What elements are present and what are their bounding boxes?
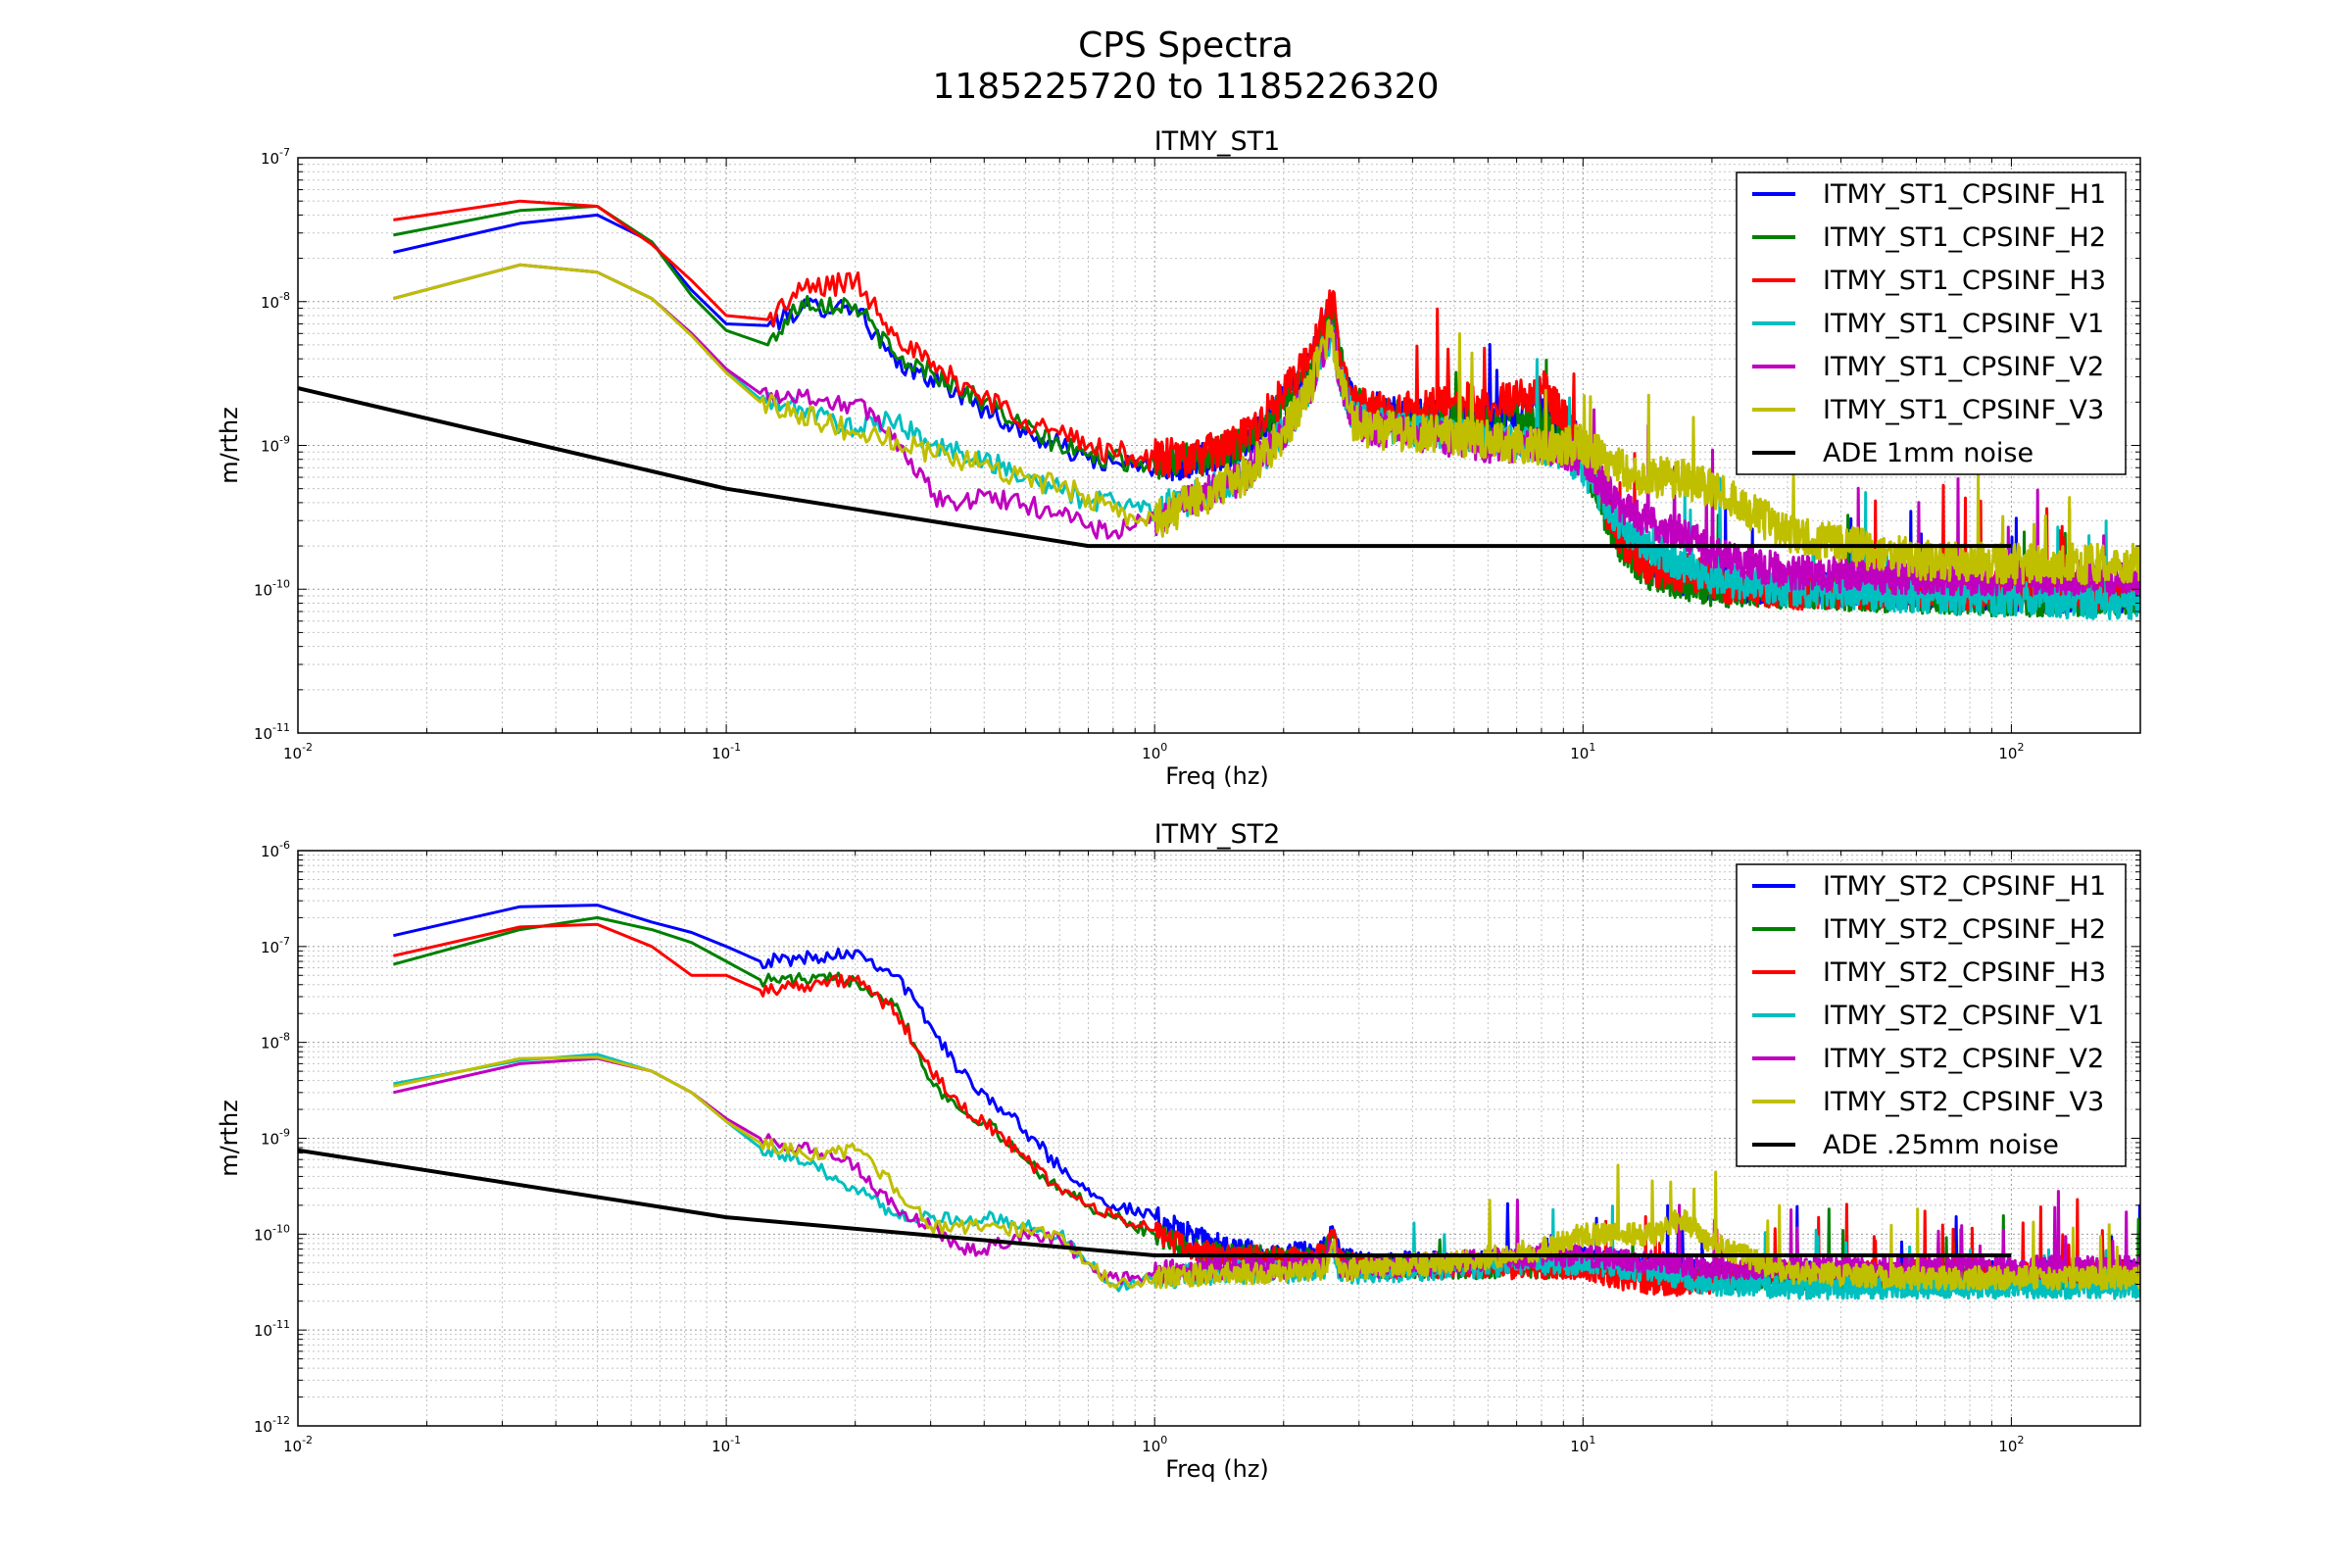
figure-title-line1: CPS Spectra: [1078, 25, 1294, 66]
y-tick-label: 10-10: [254, 577, 290, 599]
legend-label-itmy-st1-cpsinf-v1: ITMY_ST1_CPSINF_V1: [1823, 309, 2104, 339]
legend-box: [1736, 863, 2127, 1167]
y-tick-label: 10-12: [254, 1414, 290, 1436]
x-axis-label: Freq (hz): [1165, 1455, 1269, 1483]
x-tick-label: 102: [1998, 741, 2024, 762]
legend-label-itmy-st2-cpsinf-v1: ITMY_ST2_CPSINF_V1: [1823, 1001, 2104, 1031]
legend-label-ade-1mm-noise: ADE 1mm noise: [1823, 438, 2034, 468]
y-tick-label: 10-7: [261, 146, 290, 168]
ticks: [297, 850, 2141, 1427]
series-line-itmy-st1-cpsinf-v2: [393, 263, 2140, 597]
y-tick-label: 10-8: [261, 1031, 290, 1053]
x-tick-label: 10-2: [283, 1434, 313, 1455]
legend-label-itmy-st1-cpsinf-v2: ITMY_ST1_CPSINF_V2: [1823, 352, 2104, 382]
legend: ITMY_ST2_CPSINF_H1 ITMY_ST2_CPSINF_H2 ITMY…: [1736, 863, 2127, 1167]
y-tick-label: 10-10: [254, 1222, 290, 1244]
y-tick-label: 10-9: [261, 1127, 290, 1149]
legend-label-ade-25mm-noise: ADE .25mm noise: [1823, 1130, 2059, 1160]
legend: ITMY_ST1_CPSINF_H1 ITMY_ST1_CPSINF_H2 ITMY…: [1736, 172, 2127, 475]
legend-label-itmy-st1-cpsinf-h1: ITMY_ST1_CPSINF_H1: [1823, 179, 2106, 210]
legend-label-itmy-st1-cpsinf-h2: ITMY_ST1_CPSINF_H2: [1823, 222, 2106, 253]
panel-title: ITMY_ST2: [1154, 819, 1281, 850]
legend-label-itmy-st2-cpsinf-h1: ITMY_ST2_CPSINF_H1: [1823, 871, 2106, 902]
panel-itmy-st1: 10-2 10-1 100 101 102 10-11 10-10 10-9 10-8 10-7 I…: [216, 126, 2141, 790]
legend-label-itmy-st1-cpsinf-v3: ITMY_ST1_CPSINF_V3: [1823, 395, 2104, 425]
series-group: [298, 904, 2140, 1300]
y-tick-label: 10-8: [261, 290, 290, 312]
x-tick-label: 100: [1142, 1434, 1167, 1455]
ticks: [297, 157, 2141, 734]
legend-label-itmy-st2-cpsinf-v3: ITMY_ST2_CPSINF_V3: [1823, 1087, 2104, 1117]
x-tick-label: 10-1: [711, 1434, 741, 1455]
series-line-itmy-st2-cpsinf-v3: [393, 1055, 2140, 1292]
legend-label-itmy-st2-cpsinf-h2: ITMY_ST2_CPSINF_H2: [1823, 914, 2106, 945]
panel-title: ITMY_ST1: [1154, 126, 1281, 157]
legend-label-itmy-st2-cpsinf-v2: ITMY_ST2_CPSINF_V2: [1823, 1044, 2104, 1074]
legend-box: [1736, 172, 2127, 475]
x-tick-label: 100: [1142, 741, 1167, 762]
y-tick-label: 10-11: [254, 1318, 290, 1340]
series-line-itmy-st1-cpsinf-v3: [393, 263, 2140, 586]
x-tick-label: 101: [1570, 741, 1595, 762]
y-axis-label: m/rthz: [216, 407, 243, 484]
panel-itmy-st2: 10-2 10-1 100 101 102 10-12 10-11 10-10 10-9 10-8…: [216, 819, 2141, 1483]
x-tick-label: 102: [1998, 1434, 2024, 1455]
y-axis-label: m/rthz: [216, 1100, 243, 1177]
figure-title-line2: 1185225720 to 1185226320: [932, 67, 1439, 107]
y-tick-label: 10-7: [261, 935, 290, 956]
y-tick-label: 10-9: [261, 434, 290, 456]
x-tick-label: 101: [1570, 1434, 1595, 1455]
y-tick-label: 10-6: [261, 839, 290, 860]
series-line-ade-1mm-noise: [298, 386, 2012, 549]
y-tick-label: 10-11: [254, 721, 290, 743]
legend-label-itmy-st1-cpsinf-h3: ITMY_ST1_CPSINF_H3: [1823, 266, 2106, 296]
x-tick-label: 10-2: [283, 741, 313, 762]
series-group: [298, 199, 2140, 621]
series-line-ade-25mm-noise: [298, 1148, 2012, 1257]
x-tick-label: 10-1: [711, 741, 741, 762]
legend-label-itmy-st2-cpsinf-h3: ITMY_ST2_CPSINF_H3: [1823, 957, 2106, 988]
x-axis-label: Freq (hz): [1165, 762, 1269, 790]
